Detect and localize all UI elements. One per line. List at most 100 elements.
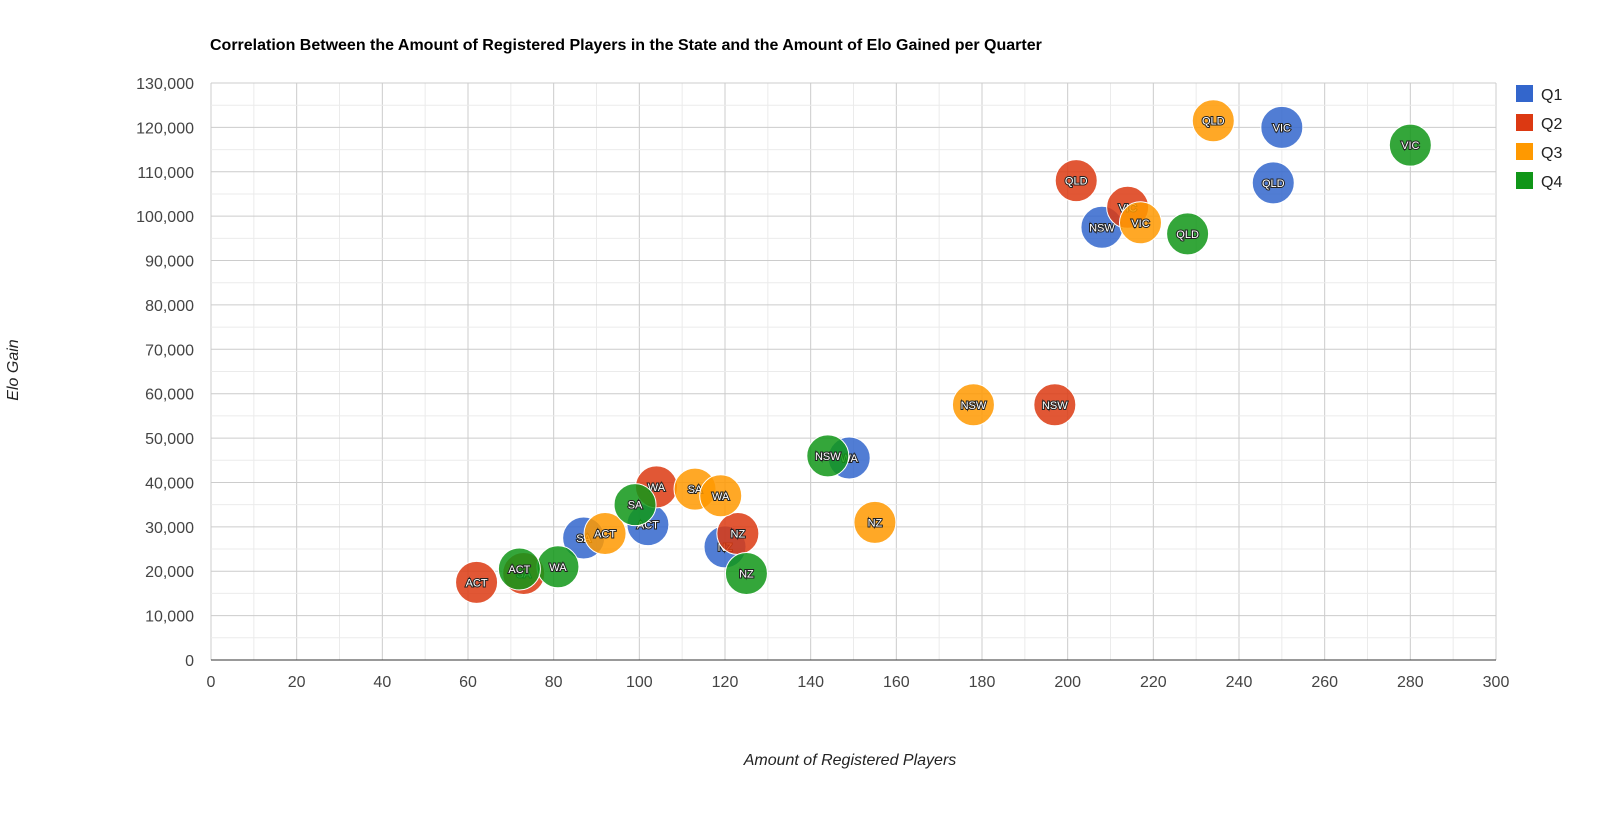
bubble-label: WA <box>549 562 567 574</box>
bubble-label: SA <box>628 500 643 512</box>
bubble-label: QLD <box>1065 176 1088 188</box>
bubble <box>1054 159 1098 203</box>
legend-label: Q4 <box>1541 174 1562 191</box>
bubble <box>1388 123 1432 167</box>
x-axis-label: Amount of Registered Players <box>743 752 957 769</box>
grid <box>210 82 1497 660</box>
bubble-label: WA <box>712 491 730 503</box>
bubble-point-q3: VIC <box>1118 201 1162 245</box>
bubble-point-q2: ACT <box>455 560 499 604</box>
x-tick-label: 220 <box>1140 674 1167 691</box>
bubble-label: ACT <box>466 577 488 589</box>
bubble-point-q2: QLD <box>1054 159 1098 203</box>
bubble-point-q2: NSW <box>1033 383 1077 427</box>
axes: 0 20 40 60 80 100 120 140 160 180 200 220 240 260 280 3… <box>136 76 1509 691</box>
bubble-label: QLD <box>1202 116 1225 128</box>
x-tick-label: 20 <box>288 674 306 691</box>
bubble-point-q2: NZ <box>716 512 760 556</box>
bubble <box>724 551 768 595</box>
bubble-label: VIC <box>1131 218 1149 230</box>
x-tick-label: 280 <box>1397 674 1424 691</box>
bubble-point-q4: ACT <box>497 547 541 591</box>
x-tick-label: 140 <box>797 674 824 691</box>
x-tick-label: 60 <box>459 674 477 691</box>
chart-title: Correlation Between the Amount of Regist… <box>210 37 1042 54</box>
bubble-label: NSW <box>1089 222 1115 234</box>
bubble-label: NZ <box>739 568 754 580</box>
y-tick-label: 30,000 <box>145 520 194 537</box>
bubble-point-q3: NSW <box>951 383 995 427</box>
bubble <box>951 383 995 427</box>
x-tick-label: 100 <box>626 674 653 691</box>
bubble-label: VIC <box>1273 122 1291 134</box>
bubble <box>1251 161 1295 205</box>
legend-label: Q2 <box>1541 116 1562 133</box>
legend-item-q1: Q1 <box>1516 85 1562 104</box>
x-tick-label: 120 <box>712 674 739 691</box>
bubble <box>699 474 743 518</box>
y-tick-label: 130,000 <box>136 76 194 93</box>
legend-swatch <box>1516 85 1533 102</box>
bubble-label: NSW <box>815 451 841 463</box>
bubble <box>583 512 627 556</box>
bubble-point-q1: VIC <box>1260 105 1304 149</box>
bubbles: VICQLDNSWWAACTSANZQLDVICNSWWANZACTSAQLDV… <box>455 99 1432 604</box>
bubble <box>613 483 657 527</box>
bubble <box>1118 201 1162 245</box>
bubble-point-q3: QLD <box>1191 99 1235 143</box>
bubble-label: NZ <box>731 529 746 541</box>
y-tick-label: 50,000 <box>145 431 194 448</box>
bubble-label: VIC <box>1401 140 1419 152</box>
bubble-label: ACT <box>594 529 616 541</box>
bubble-point-q4: NZ <box>724 551 768 595</box>
bubble <box>1033 383 1077 427</box>
legend-swatch <box>1516 143 1533 160</box>
x-tick-label: 80 <box>545 674 563 691</box>
x-tick-label: 180 <box>969 674 996 691</box>
y-tick-label: 0 <box>185 653 194 670</box>
bubble <box>455 560 499 604</box>
x-tick-label: 260 <box>1311 674 1338 691</box>
x-tick-label: 240 <box>1226 674 1253 691</box>
legend-label: Q3 <box>1541 145 1562 162</box>
x-tick-label: 160 <box>883 674 910 691</box>
bubble <box>853 500 897 544</box>
legend-swatch <box>1516 114 1533 131</box>
bubble-point-q4: NSW <box>806 434 850 478</box>
bubble-point-q3: NZ <box>853 500 897 544</box>
bubble-point-q3: ACT <box>583 512 627 556</box>
bubble <box>1166 212 1210 256</box>
y-axis-label: Elo Gain <box>5 339 22 400</box>
y-tick-label: 110,000 <box>137 165 194 182</box>
y-tick-label: 80,000 <box>145 298 194 315</box>
bubble-label: NZ <box>868 517 883 529</box>
bubble <box>497 547 541 591</box>
y-tick-label: 120,000 <box>136 120 194 137</box>
x-tick-label: 0 <box>207 674 216 691</box>
legend-item-q2: Q2 <box>1516 114 1562 133</box>
y-tick-label: 20,000 <box>145 564 194 581</box>
legend-item-q4: Q4 <box>1516 172 1562 191</box>
x-tick-label: 300 <box>1483 674 1510 691</box>
y-tick-label: 100,000 <box>136 209 194 226</box>
bubble-label: ACT <box>508 564 530 576</box>
y-tick-label: 40,000 <box>145 475 194 492</box>
bubble <box>1260 105 1304 149</box>
bubble-label: NSW <box>1042 400 1068 412</box>
bubble <box>806 434 850 478</box>
x-tick-label: 200 <box>1054 674 1081 691</box>
legend-label: Q1 <box>1541 87 1562 104</box>
bubble-label: NSW <box>961 400 987 412</box>
x-tick-label: 40 <box>373 674 391 691</box>
legend-item-q3: Q3 <box>1516 143 1562 162</box>
bubble-label: QLD <box>1176 229 1199 241</box>
bubble-label: QLD <box>1262 178 1285 190</box>
legend-swatch <box>1516 172 1533 189</box>
legend: Q1 Q2 Q3 Q4 <box>1516 85 1562 191</box>
bubble-point-q4: VIC <box>1388 123 1432 167</box>
bubble-point-q4: SA <box>613 483 657 527</box>
bubble-point-q4: WA <box>536 545 580 589</box>
y-tick-label: 60,000 <box>145 387 194 404</box>
